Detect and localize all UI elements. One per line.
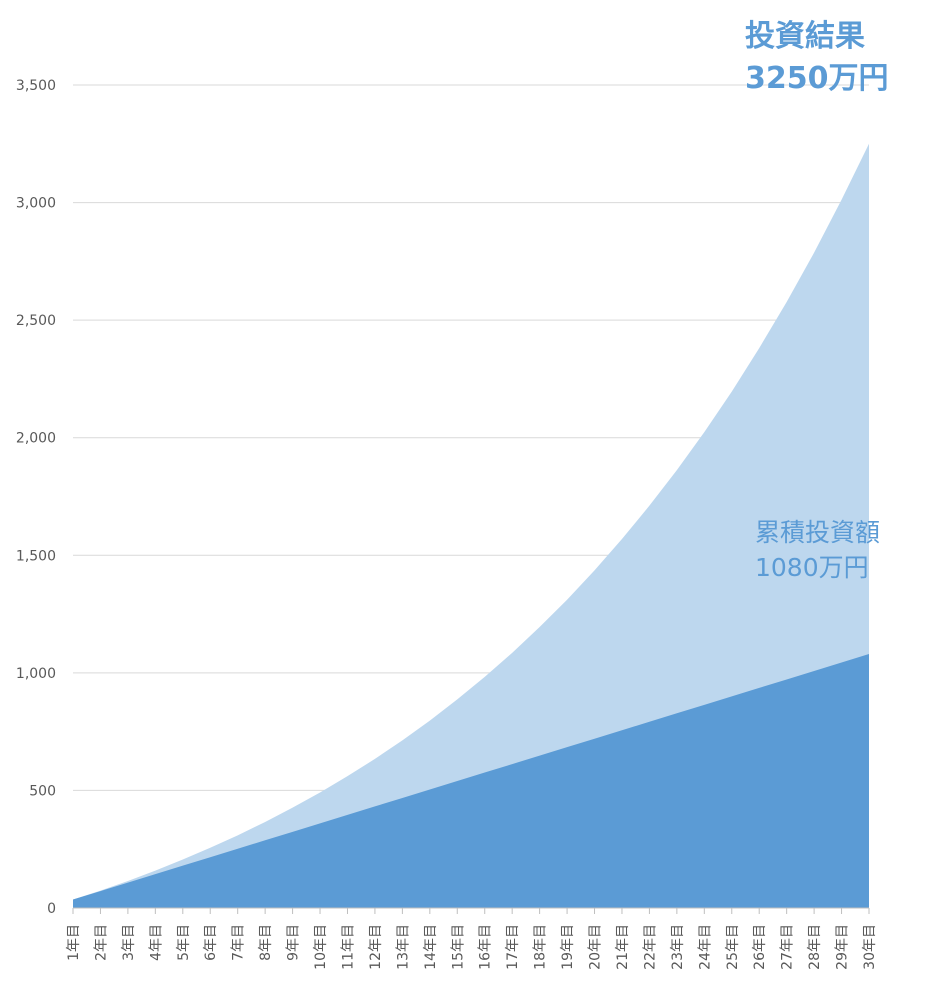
x-tick-label: 13年目: [395, 924, 411, 970]
x-tick-label: 5年目: [176, 924, 192, 961]
x-tick-label: 14年目: [423, 924, 439, 970]
y-tick-label: 1,500: [16, 548, 56, 564]
x-tick-label: 24年目: [697, 924, 713, 970]
x-tick-label: 28年目: [807, 924, 823, 970]
annotation: 投資結果: [745, 19, 865, 54]
x-tick-label: 15年目: [450, 924, 466, 970]
x-tick-label: 2年目: [93, 924, 109, 961]
y-tick-label: 2,500: [16, 313, 56, 329]
x-tick-label: 23年目: [670, 924, 686, 970]
x-tick-label: 20年目: [588, 924, 604, 970]
x-tick-label: 8年目: [258, 924, 274, 961]
y-tick-label: 1,000: [16, 666, 56, 682]
y-tick-label: 2,000: [16, 431, 56, 447]
annotation: 累積投資額: [755, 518, 880, 547]
x-tick-label: 26年目: [752, 924, 768, 970]
x-tick-label: 11年目: [340, 924, 356, 970]
x-tick-label: 18年目: [533, 924, 549, 970]
x-tick-label: 6年目: [203, 924, 219, 961]
x-tick-label: 3年目: [121, 924, 137, 961]
x-tick-label: 19年目: [560, 924, 576, 970]
x-tick-label: 27年目: [780, 924, 796, 970]
x-tick-label: 1年目: [66, 924, 82, 961]
x-tick-label: 4年目: [148, 924, 164, 961]
area: [73, 654, 869, 908]
y-tick-label: 500: [29, 783, 56, 799]
x-tick-label: 12年目: [368, 924, 384, 970]
x-tick-label: 21年目: [615, 924, 631, 970]
x-tick-label: 22年目: [642, 924, 658, 970]
x-tick-label: 17年目: [505, 924, 521, 970]
x-tick-label: 16年目: [478, 924, 494, 970]
x-tick-label: 7年目: [231, 924, 247, 961]
y-tick-label: 3,000: [16, 196, 56, 212]
y-tick-label: 0: [47, 901, 56, 917]
annotation: 3250万円: [745, 61, 889, 96]
y-tick-label: 3,500: [16, 78, 56, 94]
x-tick-label: 25年目: [725, 924, 741, 970]
x-tick-label: 10年目: [313, 924, 329, 970]
annotation: 1080万円: [755, 553, 869, 582]
x-tick-label: 9年目: [286, 924, 302, 961]
x-tick-label: 29年目: [835, 924, 851, 970]
x-tick-label: 30年目: [862, 924, 878, 970]
